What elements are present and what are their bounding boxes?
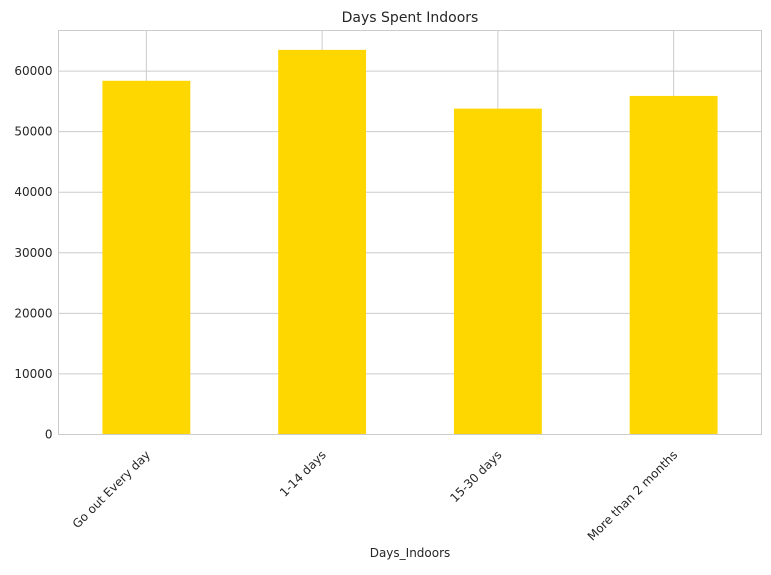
y-tick-label: 20000 (14, 306, 52, 320)
y-tick-label: 50000 (14, 125, 52, 139)
y-tick-label: 60000 (14, 64, 52, 78)
y-tick-label: 40000 (14, 185, 52, 199)
y-tick-label: 0 (45, 428, 53, 442)
x-tick-label: 15-30 days (447, 448, 504, 505)
chart-title: Days Spent Indoors (342, 10, 479, 26)
y-tick-labels: 0 10000 20000 30000 40000 50000 60000 (14, 64, 52, 441)
bar (278, 49, 367, 435)
x-tick-label: 1-14 days (277, 448, 329, 500)
y-tick-label: 10000 (14, 367, 52, 381)
bar (629, 95, 718, 435)
x-tick-labels: Go out Every day 1-14 days 15-30 days More … (70, 448, 681, 544)
plot-frame (58, 30, 762, 435)
x-tick-label: Go out Every day (70, 448, 153, 531)
x-axis-label: Days_Indoors (370, 546, 451, 560)
bars-layer (102, 49, 718, 435)
y-tick-label: 30000 (14, 246, 52, 260)
x-tick-label: More than 2 months (585, 448, 681, 544)
bar (453, 108, 542, 435)
bar (102, 80, 191, 435)
